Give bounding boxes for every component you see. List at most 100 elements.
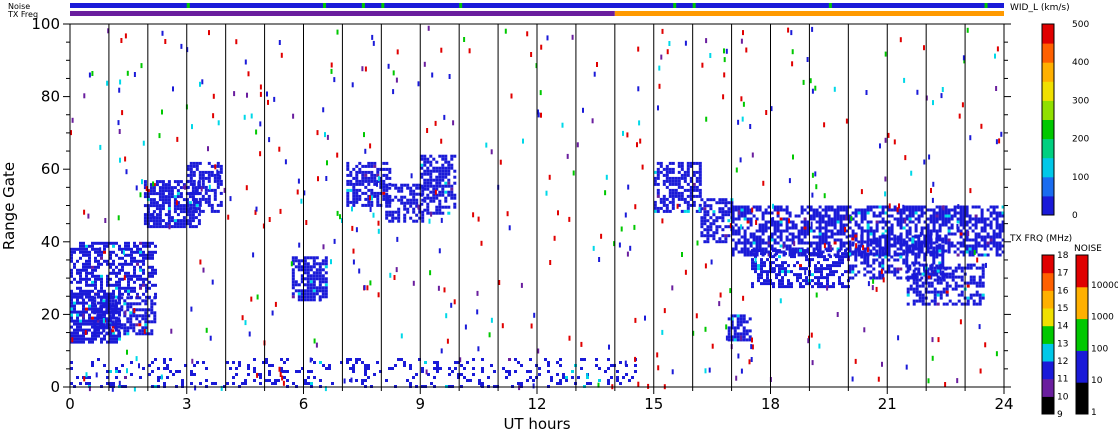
echo-cell — [189, 170, 193, 174]
echo-cell — [438, 181, 442, 185]
echo-cell — [938, 261, 942, 265]
echo-point — [626, 251, 629, 257]
echo-cell — [827, 208, 831, 212]
echo-cell — [397, 216, 401, 220]
echo-cell — [201, 182, 205, 186]
echo-cell — [842, 223, 846, 227]
echo-cell — [103, 364, 106, 367]
echo-cell — [727, 329, 731, 333]
noise-scale-label: NOISE — [1074, 244, 1102, 254]
echo-cell — [346, 361, 349, 364]
echo-point — [371, 34, 374, 40]
echo-cell — [721, 219, 725, 223]
echo-cell — [785, 235, 789, 239]
echo-cell — [370, 164, 374, 168]
echo-cell — [921, 263, 925, 267]
echo-point — [280, 52, 283, 58]
echo-cell — [938, 208, 942, 212]
echo-cell — [968, 250, 972, 254]
echo-cell — [974, 205, 978, 209]
echo-cell — [435, 211, 439, 215]
echo-cell — [436, 364, 439, 367]
echo-point — [118, 129, 121, 134]
echo-cell — [656, 194, 660, 198]
echo-cell — [956, 229, 960, 233]
echo-cell — [776, 208, 780, 212]
echo-cell — [423, 178, 427, 182]
echo-cell — [926, 270, 930, 274]
echo-cell — [854, 211, 858, 215]
echo-cell — [766, 258, 769, 262]
echo-cell — [100, 253, 103, 257]
echo-cell — [253, 379, 256, 382]
echo-cell — [447, 169, 451, 173]
echo-cell — [752, 238, 756, 242]
echo-cell — [158, 186, 162, 190]
echo-cell — [962, 250, 966, 254]
echo-cell — [420, 184, 424, 188]
echo-cell — [809, 226, 813, 230]
echo-cell — [286, 358, 289, 361]
echo-cell — [213, 191, 217, 195]
echo-point — [530, 52, 533, 57]
echo-cell — [755, 217, 759, 221]
echo-cell — [253, 367, 256, 370]
echo-cell — [953, 250, 957, 254]
echo-cell — [247, 364, 250, 367]
echo-cell — [403, 207, 407, 211]
echo-point — [695, 313, 698, 319]
echo-cell — [944, 205, 948, 209]
echo-cell — [947, 226, 951, 230]
echo-cell — [204, 170, 208, 174]
echo-cell — [830, 223, 834, 227]
echo-cell — [121, 364, 124, 367]
echo-cell — [148, 250, 151, 254]
echo-cell — [857, 226, 861, 230]
echo-cell — [268, 370, 271, 373]
echo-cell — [123, 329, 127, 333]
echo-cell — [167, 186, 171, 190]
echo-cell — [938, 253, 942, 257]
echo-cell — [971, 223, 975, 227]
echo-cell — [936, 293, 940, 297]
echo-cell — [82, 331, 85, 335]
echo-cell — [947, 214, 951, 218]
echo-cell — [818, 244, 822, 248]
echo-cell — [962, 241, 966, 245]
echo-cell — [580, 367, 583, 370]
echo-cell — [213, 197, 217, 201]
echo-cell — [986, 235, 990, 239]
width-scale-tick: 400 — [1072, 58, 1089, 68]
echo-cell — [268, 373, 271, 376]
echo-cell — [948, 299, 952, 303]
echo-cell — [186, 209, 190, 213]
echo-cell — [851, 270, 855, 274]
echo-cell — [698, 182, 702, 186]
echo-cell — [610, 364, 613, 367]
echo-cell — [724, 213, 728, 217]
echo-cell — [938, 214, 942, 218]
echo-cell — [785, 220, 789, 224]
echo-point — [70, 130, 72, 136]
echo-cell — [93, 332, 97, 336]
echo-cell — [791, 247, 795, 251]
echo-cell — [823, 267, 826, 271]
txfreq-scale-label: TX FRQ (MHz) — [1009, 234, 1072, 244]
echo-cell — [232, 376, 235, 379]
echo-cell — [142, 241, 145, 245]
echo-cell — [929, 240, 933, 244]
echo-cell — [731, 229, 735, 233]
echo-point — [123, 275, 126, 281]
echo-cell — [966, 266, 970, 270]
echo-cell — [905, 264, 909, 268]
echo-cell — [154, 283, 157, 287]
echo-point — [576, 142, 579, 148]
echo-cell — [294, 259, 298, 263]
echo-cell — [709, 228, 713, 232]
echo-cell — [748, 329, 752, 333]
echo-cell — [538, 367, 541, 370]
echo-cell — [210, 188, 214, 192]
echo-cell — [418, 207, 422, 211]
echo-cell — [97, 328, 100, 332]
echo-cell — [114, 302, 118, 306]
